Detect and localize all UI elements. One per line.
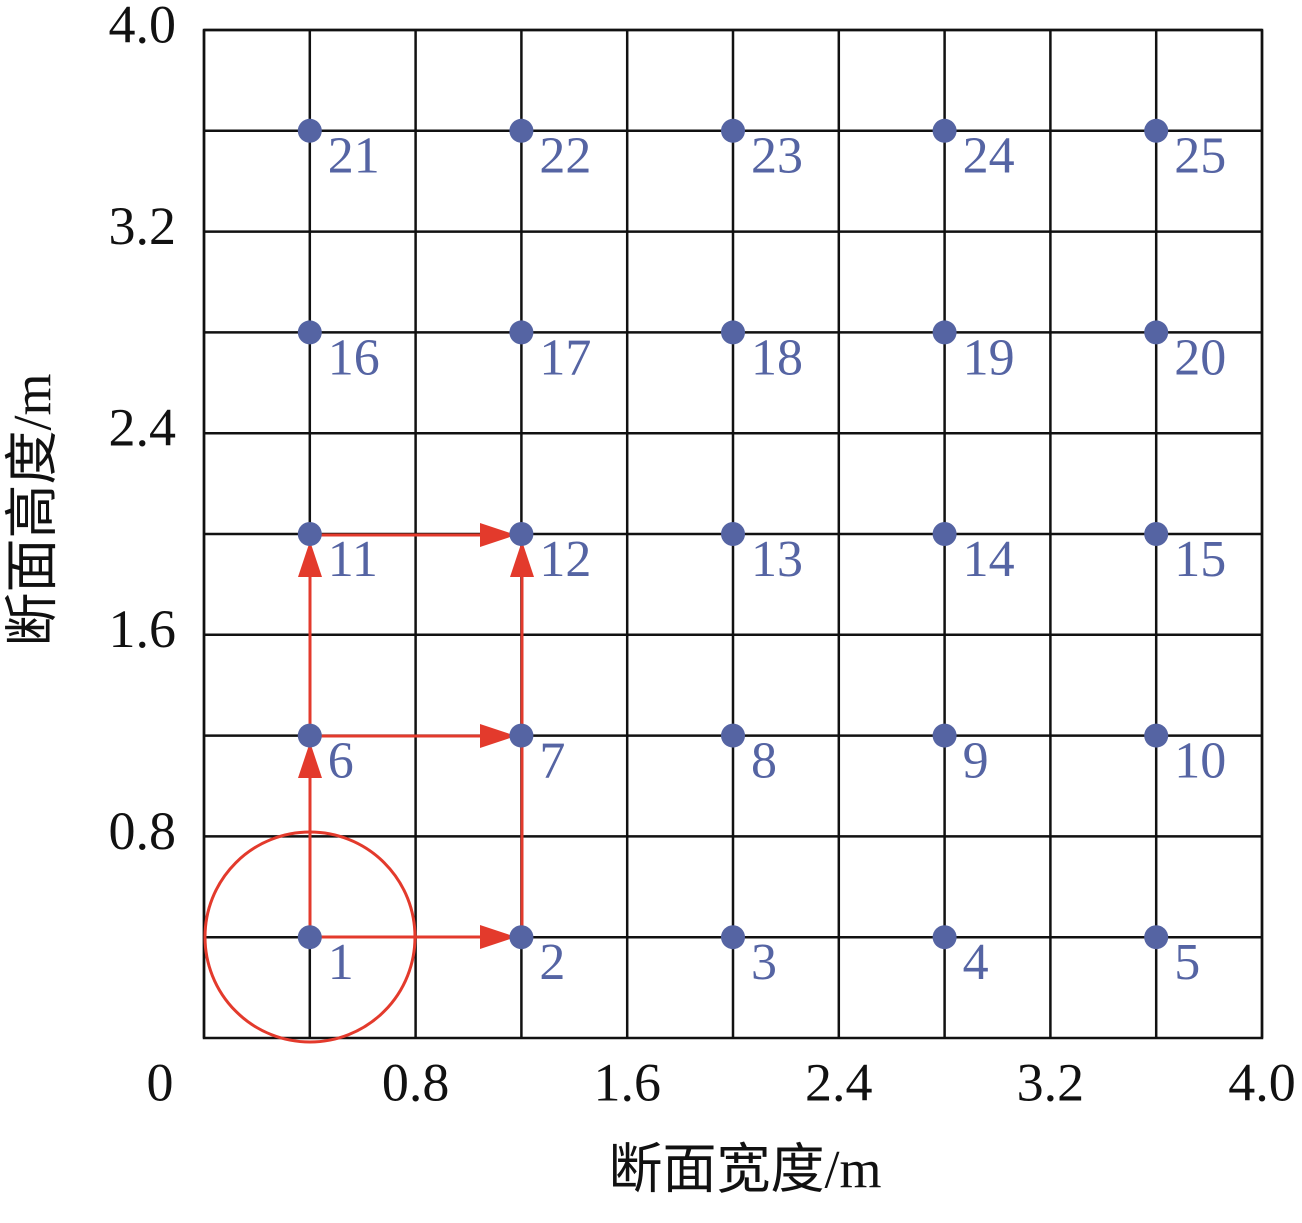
point: [1144, 320, 1169, 345]
point: [932, 925, 957, 950]
point-label: 2: [539, 934, 565, 991]
point-label: 18: [751, 329, 803, 386]
point-label: 10: [1174, 733, 1226, 790]
y-tick-label: 1.6: [109, 599, 177, 659]
point: [509, 320, 534, 345]
point: [1144, 118, 1169, 143]
x-axis-title: 断面宽度/m: [608, 1139, 881, 1199]
point-label: 3: [751, 934, 777, 991]
point: [721, 723, 745, 748]
x-tick-label: 1.6: [593, 1052, 661, 1112]
point-label: 15: [1174, 531, 1226, 588]
x-tick-label: 2.4: [805, 1052, 873, 1112]
point-label: 22: [539, 128, 591, 185]
point-label: 8: [751, 733, 777, 790]
point: [1144, 522, 1169, 546]
point-label: 16: [328, 329, 380, 386]
point: [721, 522, 745, 546]
point-label: 25: [1174, 128, 1226, 185]
point-label: 13: [751, 531, 803, 588]
y-axis-title: 断面高度/m: [2, 373, 62, 646]
point-label: 14: [963, 531, 1015, 588]
point: [721, 320, 745, 345]
y-tick-label: 0.8: [109, 801, 177, 861]
point-label: 4: [963, 934, 989, 991]
point-label: 21: [328, 128, 380, 185]
point: [297, 925, 322, 950]
point: [297, 723, 322, 748]
point: [932, 723, 957, 748]
point-label: 12: [539, 531, 591, 588]
y-tick-label: 2.4: [109, 398, 177, 458]
point-label: 23: [751, 128, 803, 185]
point-label: 5: [1174, 934, 1200, 991]
x-tick-label: 4.0: [1228, 1052, 1296, 1112]
point-label: 17: [539, 329, 591, 386]
point-label: 19: [963, 329, 1015, 386]
point: [509, 522, 534, 546]
y-tick-label: 4.0: [109, 0, 177, 54]
point-label: 24: [963, 128, 1015, 185]
point-label: 7: [539, 733, 565, 790]
point-label: 6: [328, 733, 354, 790]
point: [721, 118, 745, 143]
point: [1144, 925, 1169, 950]
point: [297, 522, 322, 546]
point: [509, 723, 534, 748]
point: [509, 925, 534, 950]
point: [509, 118, 534, 143]
point: [932, 522, 957, 546]
y-tick-label: 3.2: [109, 196, 177, 256]
path-arrows: [203, 523, 534, 1044]
point: [297, 320, 322, 345]
point-label: 9: [963, 733, 989, 790]
point: [932, 320, 957, 345]
point: [1144, 723, 1169, 748]
point-label: 1: [328, 934, 354, 991]
x-tick-label: 3.2: [1017, 1052, 1085, 1112]
point-label: 11: [328, 531, 378, 588]
arrowheads: [298, 523, 534, 949]
point: [932, 118, 957, 143]
x-tick-label: 0.8: [382, 1052, 450, 1112]
point-label: 20: [1174, 329, 1226, 386]
x-tick-label: 0: [147, 1052, 174, 1112]
point: [297, 118, 322, 143]
point: [721, 925, 745, 950]
